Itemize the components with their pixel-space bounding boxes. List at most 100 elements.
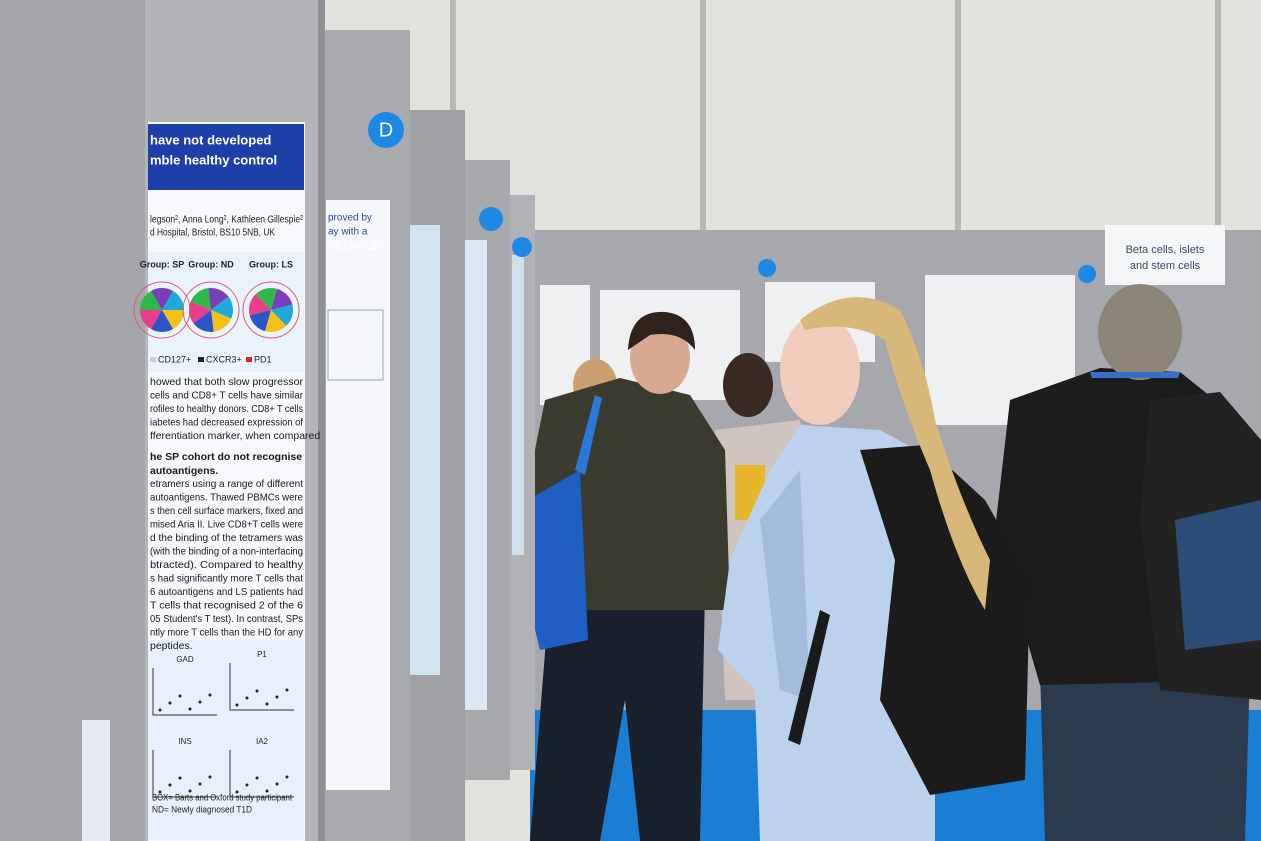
plot-label: GAD [176, 655, 194, 664]
group-label: Group: SP [140, 259, 185, 269]
poster-text: cells and CD8+ T cells have similar [150, 389, 303, 401]
plot-axes [152, 668, 217, 716]
person-head [1098, 284, 1182, 380]
plot-axes [152, 750, 217, 798]
backpack-strap [788, 610, 830, 745]
pie-ring [182, 281, 240, 339]
poster-text: 05 Student's T test). In contrast, SPs [150, 613, 303, 625]
poster-header [148, 124, 304, 190]
plot-label: INS [178, 737, 191, 746]
poster-text: d the binding of the tetramers was [150, 532, 303, 544]
group-label: Group: LS [249, 259, 293, 269]
legend-label: CXCR3+ [206, 354, 242, 364]
poster-text: (with the binding of a non-interfacing [150, 545, 303, 557]
poster-text: mised Aria II. Live CD8+T cells were [150, 518, 303, 530]
board-label: and stem cells [1130, 260, 1201, 272]
person-legs [530, 590, 705, 841]
pie-slice [193, 310, 214, 333]
poster-authors: legson², Anna Long², Kathleen Gillespie² [150, 215, 304, 226]
plot-dot [198, 700, 202, 704]
plot-dot [275, 782, 279, 786]
plot-axes [229, 663, 294, 711]
aisle-sign [479, 207, 503, 231]
pie-slice [140, 310, 162, 330]
board-label: Beta cells, islets [1126, 244, 1205, 256]
plot-dot [235, 703, 239, 707]
plot-dot [285, 688, 289, 692]
plot-dot [275, 695, 279, 699]
board-label-card [1105, 225, 1225, 285]
narrow-poster [512, 255, 524, 555]
plot-dot [178, 694, 182, 698]
side-poster-text: ay with a [328, 227, 368, 238]
pie-slice [151, 310, 173, 332]
plot-dot [245, 696, 249, 700]
poster-footnote: ND= Newly diagnosed T1D [152, 804, 252, 814]
poster-text: fferentiation marker, when compared [150, 430, 320, 442]
poster-text: ntly more T cells than the HD for any [150, 626, 304, 638]
poster-board [0, 0, 145, 841]
side-poster-text: proved by [328, 213, 372, 224]
plot-dot [265, 789, 269, 793]
side-poster [326, 200, 390, 790]
plot-dot [198, 782, 202, 786]
poster-text: btracted). Compared to healthy [150, 559, 304, 571]
plot-dot [158, 708, 162, 712]
plot-dot [188, 707, 192, 711]
backpack [860, 445, 1030, 795]
note-card [82, 720, 110, 841]
plot-dot [208, 775, 212, 779]
side-poster-chart [327, 309, 384, 381]
plot-axes [229, 750, 294, 798]
plot-dot [158, 790, 162, 794]
bag-strap [575, 395, 602, 475]
legend-swatch [198, 357, 204, 362]
poster-text: 6 autoantigens and LS patients had [150, 586, 303, 598]
wall-seam [700, 0, 706, 240]
person-hair [628, 311, 695, 350]
plot-label: P1 [257, 650, 267, 659]
aisle-sign [368, 112, 404, 148]
plot-dot [178, 776, 182, 780]
pie-slice [190, 288, 211, 310]
poster-text: rofiles to healthy donors. CD8+ T cells [150, 403, 303, 415]
backpack-panel [1175, 500, 1261, 650]
poster-affiliation: d Hospital, Bristol, BS10 5NB, UK [150, 228, 275, 239]
legend-swatch [150, 357, 156, 362]
poster-text: etramers using a range of different [150, 478, 303, 490]
pie-slice [162, 310, 184, 330]
poster-title: mble healthy control [150, 152, 277, 167]
pie-slice [140, 290, 162, 310]
plot-dot [208, 693, 212, 697]
side-poster-text: HELMSLEY [328, 240, 387, 252]
aisle-dot [758, 259, 776, 277]
poster-text: autoantigens. [150, 465, 218, 477]
plot-dot [168, 701, 172, 705]
poster-text: T cells that recognised 2 of the 6 [150, 599, 303, 611]
pie-slice [211, 310, 232, 332]
plot-label: IA2 [256, 737, 269, 746]
poster-text: iabetes had decreased expression of [150, 416, 303, 428]
plot-dot [235, 790, 239, 794]
plot-dot [188, 789, 192, 793]
plot-dot [265, 702, 269, 706]
person-face [630, 322, 690, 394]
aisle-sign-letter: D [379, 119, 393, 141]
plot-dot [285, 775, 289, 779]
board-edge [318, 0, 325, 841]
pie-slice [162, 290, 184, 310]
pie-slice [189, 301, 211, 324]
lanyard [1090, 372, 1180, 378]
pie-slice [249, 310, 271, 332]
wall-seam [1215, 0, 1221, 240]
narrow-poster [465, 240, 487, 710]
poster-footnote: BOX= Barts and Oxford study participant [152, 792, 292, 802]
person-hair [800, 297, 990, 610]
person-head [723, 353, 773, 417]
narrow-poster [410, 225, 440, 675]
pie-slice [271, 304, 293, 326]
poster-text: s had significantly more T cells that [150, 572, 303, 584]
group-label: Group: ND [188, 259, 234, 269]
